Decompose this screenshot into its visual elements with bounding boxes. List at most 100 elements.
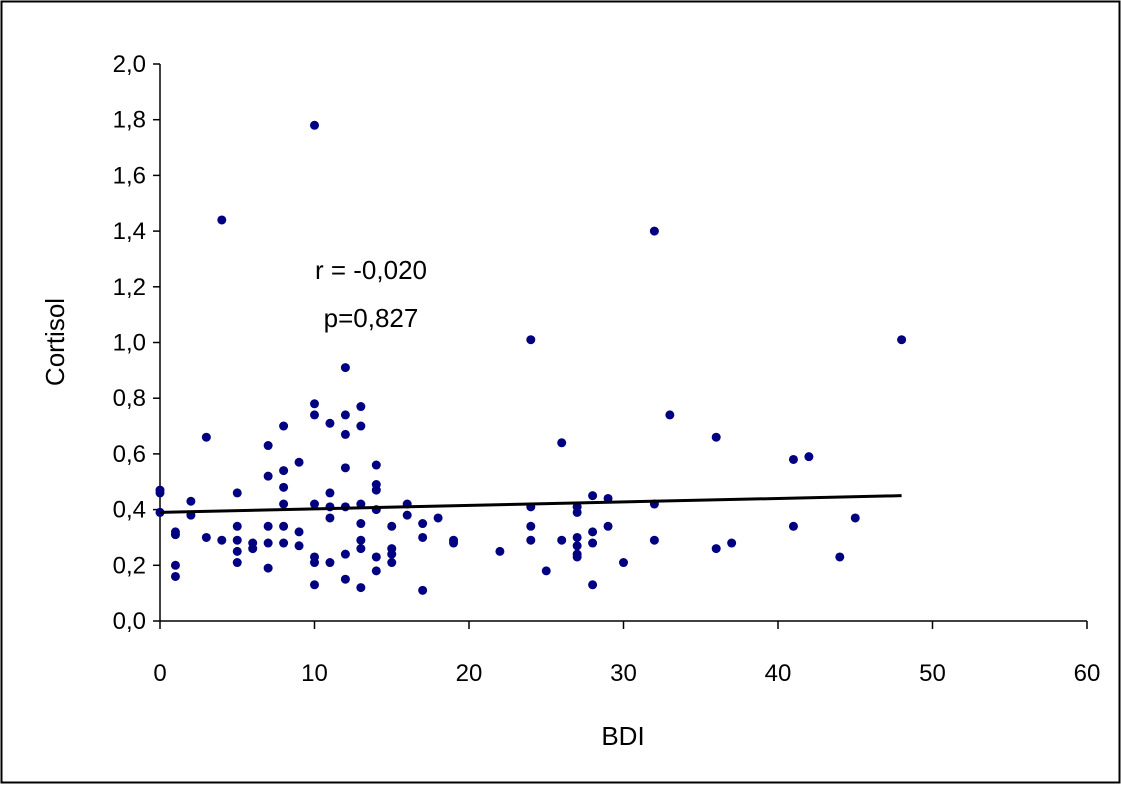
data-point xyxy=(340,410,350,420)
data-point xyxy=(310,499,319,509)
x-tick-label: 20 xyxy=(456,660,483,687)
data-point xyxy=(588,538,598,548)
data-point xyxy=(232,546,242,556)
data-point xyxy=(170,560,180,570)
y-tick-label: 2,0 xyxy=(113,51,146,78)
data-point xyxy=(526,335,536,345)
data-point xyxy=(155,488,165,498)
data-point xyxy=(340,363,350,373)
data-point xyxy=(310,558,319,568)
y-axis-title: Cortisol xyxy=(40,298,70,386)
data-point xyxy=(526,521,536,531)
data-point xyxy=(850,513,860,523)
data-point xyxy=(588,580,598,590)
data-point xyxy=(897,335,907,345)
data-point xyxy=(387,549,397,559)
data-point xyxy=(310,410,319,420)
data-point xyxy=(418,519,428,529)
data-point xyxy=(557,438,567,448)
x-tick-label: 0 xyxy=(153,660,166,687)
data-point xyxy=(217,535,227,545)
trendline xyxy=(159,494,902,514)
data-point xyxy=(263,563,273,573)
data-point xyxy=(495,546,505,556)
data-point xyxy=(727,538,737,548)
data-point xyxy=(665,410,675,420)
data-point xyxy=(557,535,567,545)
data-point xyxy=(325,488,335,498)
data-point xyxy=(310,580,319,590)
x-axis-title: BDI xyxy=(601,721,644,751)
data-point xyxy=(356,402,366,412)
data-point xyxy=(340,463,350,473)
data-point xyxy=(418,585,428,595)
data-point xyxy=(279,499,289,509)
data-point xyxy=(572,541,582,551)
data-point xyxy=(788,454,798,464)
p-value-annotation: p=0,827 xyxy=(324,303,419,333)
data-point xyxy=(263,441,273,451)
data-point xyxy=(186,496,196,506)
x-tick-label: 40 xyxy=(765,660,792,687)
data-point xyxy=(649,535,659,545)
data-point xyxy=(371,460,381,470)
data-point xyxy=(572,552,582,562)
data-point xyxy=(449,538,459,548)
data-point xyxy=(170,530,180,540)
data-point xyxy=(232,535,242,545)
y-tick-label: 0,8 xyxy=(113,385,146,412)
y-tick-label: 1,2 xyxy=(113,274,146,301)
data-point xyxy=(340,429,350,439)
data-point xyxy=(325,418,335,428)
x-tick-label: 50 xyxy=(919,660,946,687)
data-point xyxy=(232,558,242,568)
data-point xyxy=(371,485,381,495)
data-point xyxy=(387,521,397,531)
trendline-layer xyxy=(159,494,902,514)
y-tick-label: 1,4 xyxy=(113,218,146,245)
data-point xyxy=(279,482,289,492)
data-point xyxy=(217,215,227,225)
data-point xyxy=(248,544,258,554)
data-point xyxy=(603,521,613,531)
data-point xyxy=(325,513,335,523)
data-point xyxy=(279,421,289,431)
data-point xyxy=(356,519,366,529)
data-point xyxy=(588,527,598,537)
data-point xyxy=(325,558,335,568)
data-point xyxy=(340,574,350,584)
x-tick-label: 60 xyxy=(1074,660,1101,687)
y-tick-label: 0,2 xyxy=(113,552,146,579)
data-point xyxy=(603,493,613,503)
data-point xyxy=(279,538,289,548)
data-point xyxy=(387,558,397,568)
data-point xyxy=(201,432,211,442)
data-point xyxy=(619,558,628,568)
data-point xyxy=(572,507,582,517)
y-tick-label: 1,8 xyxy=(113,107,146,134)
data-point xyxy=(294,457,304,467)
data-point xyxy=(572,532,582,542)
data-point xyxy=(310,399,319,409)
data-point xyxy=(356,583,366,593)
data-point xyxy=(788,521,798,531)
data-point xyxy=(170,571,180,581)
data-point xyxy=(804,452,814,462)
data-point xyxy=(371,566,381,576)
data-point xyxy=(356,544,366,554)
data-points xyxy=(155,120,907,595)
data-point xyxy=(279,521,289,531)
data-point xyxy=(356,535,366,545)
data-point xyxy=(835,552,845,562)
data-point xyxy=(263,538,273,548)
data-point xyxy=(402,510,412,520)
data-point xyxy=(371,552,381,562)
data-point xyxy=(263,471,273,481)
data-point xyxy=(711,544,721,554)
data-point xyxy=(711,432,721,442)
data-point xyxy=(356,421,366,431)
y-tick-label: 0,0 xyxy=(113,608,146,635)
data-point xyxy=(541,566,551,576)
